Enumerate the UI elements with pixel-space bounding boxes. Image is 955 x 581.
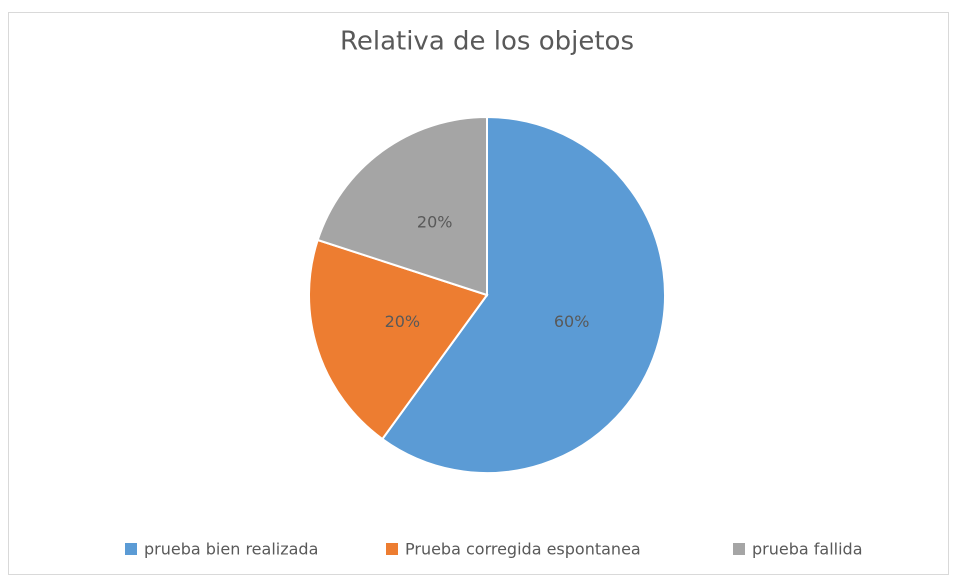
chart-title: Relativa de los objetos bbox=[340, 27, 634, 57]
legend-label: Prueba corregida espontanea bbox=[405, 540, 641, 559]
legend-swatch bbox=[125, 543, 137, 555]
pie-slice bbox=[380, 115, 666, 474]
legend-label: prueba bien realizada bbox=[144, 540, 318, 559]
data-label: 60% bbox=[554, 312, 590, 331]
legend-swatch bbox=[386, 543, 398, 555]
legend-label: prueba fallida bbox=[752, 540, 863, 559]
legend-swatch bbox=[733, 543, 745, 555]
pie-slice bbox=[308, 238, 489, 441]
data-label: 20% bbox=[385, 312, 421, 331]
pie-slice bbox=[316, 115, 488, 297]
data-label: 20% bbox=[417, 212, 453, 231]
